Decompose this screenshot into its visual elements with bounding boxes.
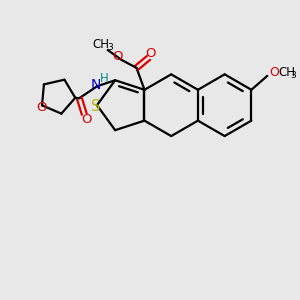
Text: CH: CH	[278, 66, 295, 80]
Text: 3: 3	[108, 44, 113, 52]
Text: CH: CH	[92, 38, 109, 52]
Text: O: O	[112, 50, 123, 63]
Text: 3: 3	[290, 71, 296, 80]
Text: O: O	[36, 101, 46, 114]
Text: O: O	[269, 66, 279, 80]
Text: H: H	[100, 72, 109, 85]
Text: N: N	[91, 78, 101, 92]
Text: O: O	[145, 47, 156, 60]
Text: S: S	[91, 99, 101, 114]
Text: O: O	[81, 112, 92, 126]
